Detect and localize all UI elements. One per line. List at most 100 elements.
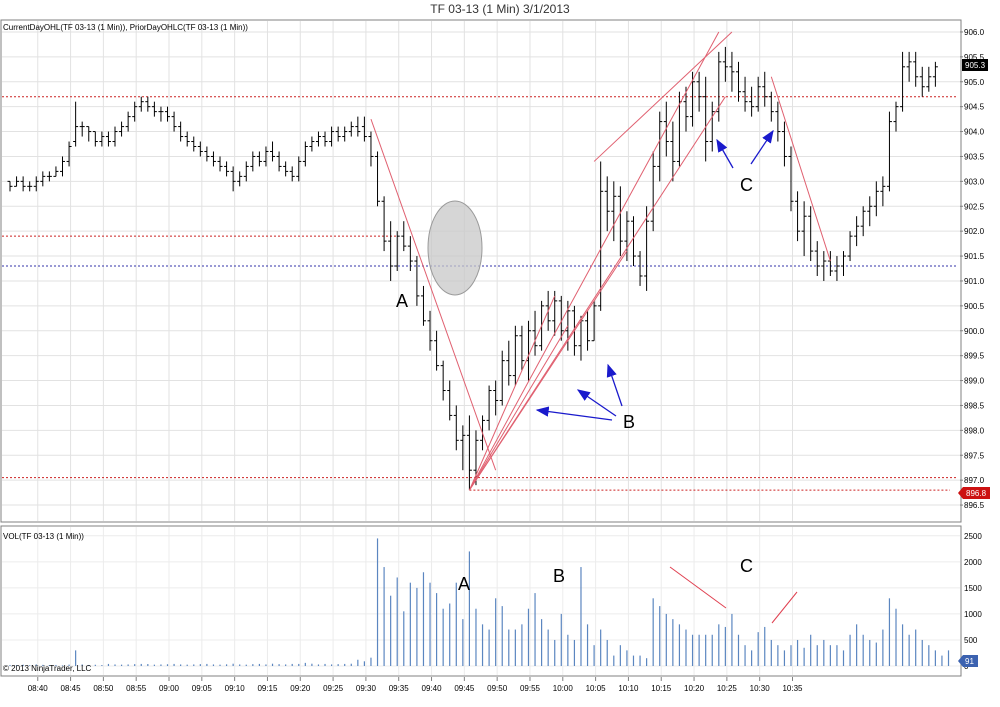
ohlc-bar: [499, 350, 505, 406]
ohlc-bar: [302, 141, 308, 167]
annotation-c-price: C: [740, 175, 753, 195]
ohlc-bar: [191, 136, 197, 152]
ohlc-bar: [243, 161, 249, 182]
volume-tick-label: 2000: [964, 558, 982, 567]
price-tick-label: 905.0: [964, 78, 985, 87]
time-tick-label: 10:15: [651, 684, 672, 693]
ohlc-bar: [99, 131, 105, 147]
ohlc-bar: [125, 111, 131, 132]
time-tick-label: 10:05: [586, 684, 607, 693]
time-tick-label: 08:50: [93, 684, 114, 693]
ohlc-bar: [854, 216, 860, 247]
volume-bars: [9, 538, 950, 666]
low-price-badge: 896.8: [958, 487, 990, 499]
price-tick-label: 902.5: [964, 202, 985, 211]
ohlc-bar: [624, 211, 630, 262]
trendline: [468, 96, 726, 491]
price-tick-label: 905.5: [964, 53, 985, 62]
ohlc-bar: [598, 161, 604, 311]
arrow-b3: [606, 363, 623, 407]
ohlc-bar: [14, 176, 20, 187]
ohlc-bar: [709, 101, 715, 152]
ohlc-bar: [342, 126, 348, 142]
price-tick-label: 898.0: [964, 426, 985, 435]
ohlc-bar: [755, 76, 761, 112]
ohlc-bar: [847, 231, 853, 262]
ohlc-bar: [519, 325, 525, 371]
ohlc-bar: [230, 166, 236, 192]
ohlc-bar: [814, 241, 820, 276]
price-bars: [7, 46, 938, 491]
ohlc-bar: [742, 76, 748, 112]
price-tick-label: 896.5: [964, 501, 985, 510]
time-tick-label: 09:30: [356, 684, 377, 693]
ohlc-bar: [670, 121, 676, 182]
time-tick-label: 09:05: [192, 684, 213, 693]
volume-trendline-1: [669, 566, 727, 609]
ohlc-bar: [296, 156, 302, 182]
time-tick-label: 09:25: [323, 684, 344, 693]
ohlc-bar: [375, 151, 381, 207]
annotation-c-volume: C: [740, 556, 753, 576]
time-tick-label: 08:45: [61, 684, 82, 693]
volume-panel-frame: [0, 525, 962, 677]
trendline: [770, 76, 831, 262]
ohlc-bar: [414, 256, 420, 306]
time-tick-label: 10:00: [553, 684, 574, 693]
ohlc-bar: [860, 206, 866, 237]
ohlc-bar: [388, 221, 394, 281]
ohlc-bar: [808, 206, 814, 262]
price-tick-label: 898.5: [964, 401, 985, 410]
price-tick-label: 902.0: [964, 227, 985, 236]
ohlc-bar: [394, 231, 400, 271]
ohlc-bar: [256, 151, 262, 167]
ohlc-bar: [427, 310, 433, 351]
ohlc-bar: [821, 251, 827, 281]
last-volume-text: 91: [965, 657, 974, 666]
ohlc-bar: [197, 141, 203, 157]
last-price-text: 905.3: [965, 61, 986, 70]
ohlc-bar: [611, 181, 617, 242]
ohlc-bar: [841, 251, 847, 276]
ohlc-bar: [585, 310, 591, 351]
price-tick-label: 899.5: [964, 352, 985, 361]
ohlc-bar: [355, 116, 361, 137]
price-tick-label: 901.0: [964, 277, 985, 286]
ohlc-bar: [270, 141, 276, 162]
trendline: [468, 325, 569, 491]
ohlc-bar: [105, 131, 111, 147]
time-tick-label: 10:35: [782, 684, 803, 693]
ohlc-bar: [322, 131, 328, 147]
ohlc-bar: [381, 196, 387, 252]
price-tick-label: 901.5: [964, 252, 985, 261]
ohlc-bar: [407, 236, 413, 271]
ohlc-bar: [630, 216, 636, 267]
ohlc-bar: [795, 191, 801, 242]
ohlc-bar: [66, 141, 72, 167]
time-tick-label: 10:20: [684, 684, 705, 693]
ohlc-bar: [348, 121, 354, 137]
ohlc-bar: [834, 256, 840, 281]
price-tick-label: 897.5: [964, 451, 985, 460]
ohlc-bar: [184, 131, 190, 147]
ohlc-bar: [552, 290, 558, 336]
annotation-a-price: A: [396, 291, 408, 311]
ohlc-bar: [696, 71, 702, 112]
ohlc-bar: [886, 111, 892, 192]
arrow-b1: [535, 406, 613, 421]
trendline: [468, 295, 556, 491]
ohlc-bar: [40, 171, 46, 187]
trendline: [468, 31, 720, 491]
time-tick-label: 10:30: [750, 684, 771, 693]
ohlc-bar: [617, 186, 623, 257]
annotation-a-volume: A: [458, 574, 470, 594]
time-tick-label: 08:55: [126, 684, 147, 693]
ohlc-bar: [604, 176, 610, 232]
time-tick-label: 09:10: [225, 684, 246, 693]
time-tick-label: 10:10: [618, 684, 639, 693]
trendline: [370, 118, 497, 471]
time-tick-label: 10:25: [717, 684, 738, 693]
ohlc-bar: [138, 96, 144, 112]
ohlc-bar: [224, 161, 230, 177]
